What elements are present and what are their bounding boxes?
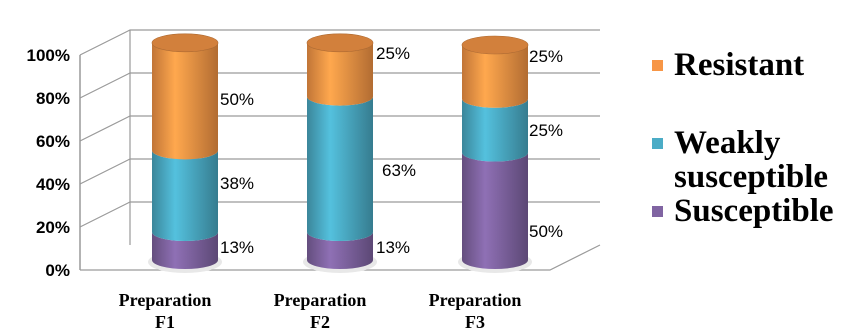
data-label-weakly-susceptible-preparation-f3: 25%: [529, 121, 563, 140]
data-label-susceptible-preparation-f2: 13%: [376, 238, 410, 257]
legend-label-susceptible: Susceptible: [674, 193, 834, 229]
y-tick-label: 0%: [45, 261, 70, 280]
legend: Resistant Weakly susceptible Susceptible: [648, 48, 854, 228]
data-label-weakly-susceptible-preparation-f1: 38%: [220, 174, 254, 193]
legend-label-weakly-line1: Weakly: [674, 125, 781, 161]
category-label-preparation-f3-line1: Preparation: [429, 290, 522, 310]
grid-line: [79, 72, 600, 99]
bar-susceptible-preparation-f2: [307, 232, 373, 269]
data-label-susceptible-preparation-f3: 50%: [529, 222, 563, 241]
grid-line: [79, 115, 600, 142]
category-label-preparation-f3-line2: F3: [465, 312, 485, 332]
y-tick-label: 100%: [27, 46, 70, 65]
floor-edge: [80, 244, 601, 271]
bar-resistant-preparation-f3: [462, 45, 528, 108]
bar-weakly-susceptible-preparation-f1: [152, 150, 218, 242]
legend-label-resistant: Resistant: [674, 47, 805, 83]
grid-lines: [79, 29, 601, 271]
bar-weakly-susceptible-preparation-f2: [307, 96, 373, 242]
bar-susceptible-preparation-f3: [462, 152, 528, 269]
grid-line: [79, 158, 600, 185]
data-label-resistant-preparation-f2: 25%: [376, 44, 410, 63]
bar-weakly-susceptible-preparation-f3: [462, 98, 528, 162]
legend-item-susceptible: Susceptible: [648, 194, 854, 228]
grid-line: [79, 201, 600, 228]
grid-line: [79, 29, 600, 56]
legend-label-weakly-line2: susceptible: [674, 159, 829, 195]
y-axis-ticks: 0% 20% 40% 60% 80% 100%: [27, 46, 70, 280]
category-label-preparation-f2-line1: Preparation: [274, 290, 367, 310]
y-tick-label: 20%: [36, 218, 70, 237]
legend-swatch-weakly-susceptible: [652, 138, 663, 149]
y-tick-label: 60%: [36, 132, 70, 151]
data-labels: 13% 38% 50% 13% 63% 25% 50% 25% 25%: [220, 44, 563, 257]
bar-cap-preparation-f2: [306, 33, 374, 53]
category-label-preparation-f2-line2: F2: [310, 312, 330, 332]
data-label-resistant-preparation-f1: 50%: [220, 90, 254, 109]
data-label-resistant-preparation-f3: 25%: [529, 47, 563, 66]
data-label-weakly-susceptible-preparation-f2: 63%: [382, 161, 416, 180]
bar-susceptible-preparation-f1: [152, 232, 218, 269]
data-label-susceptible-preparation-f1: 13%: [220, 238, 254, 257]
y-tick-label: 80%: [36, 89, 70, 108]
bars: [148, 33, 532, 273]
bar-cap-preparation-f1: [151, 33, 219, 53]
category-label-preparation-f1-line2: F1: [155, 312, 175, 332]
legend-item-weakly-susceptible: Weakly susceptible: [648, 126, 854, 194]
legend-swatch-resistant: [652, 60, 663, 71]
legend-swatch-susceptible: [652, 206, 663, 217]
legend-item-resistant: Resistant: [648, 48, 854, 82]
y-tick-label: 40%: [36, 175, 70, 194]
bar-cap-preparation-f3: [461, 35, 529, 55]
bar-resistant-preparation-f1: [152, 42, 218, 160]
bar-resistant-preparation-f2: [307, 42, 373, 106]
category-label-preparation-f1-line1: Preparation: [119, 290, 212, 310]
